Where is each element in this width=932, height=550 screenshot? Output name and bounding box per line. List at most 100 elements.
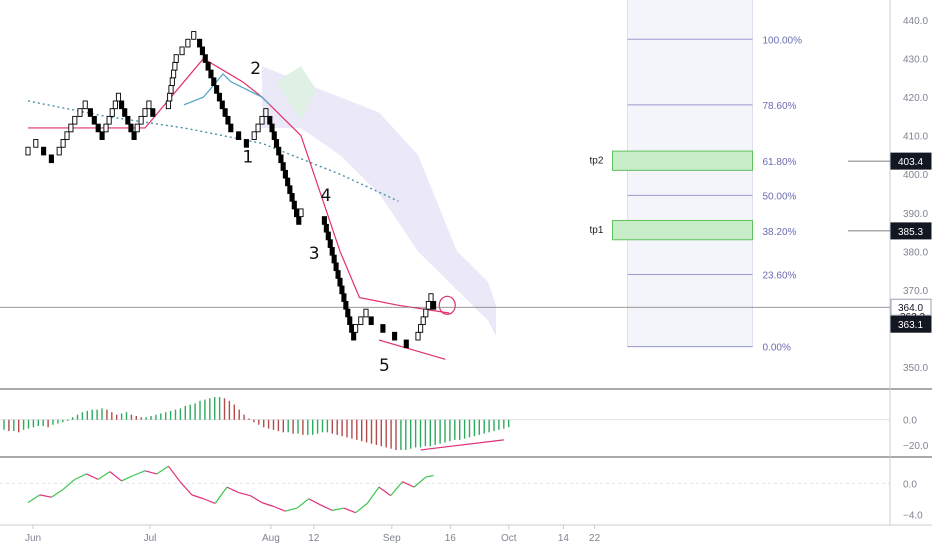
renko-brick-down [222, 108, 228, 117]
price-tick-label: 410.0 [903, 132, 928, 143]
renko-brick-down [87, 108, 93, 117]
cloud-bullish-segment [276, 66, 316, 121]
renko-brick-up [171, 69, 177, 79]
time-tick-label: Aug [262, 533, 280, 544]
renko-brick-down [392, 331, 398, 341]
fib-level-label: 100.00% [763, 35, 803, 46]
renko-brick-down [216, 92, 223, 102]
renko-brick-up [25, 146, 31, 156]
renko-brick-down [119, 100, 125, 110]
renko-brick-up [146, 100, 152, 110]
base-line [183, 73, 271, 106]
renko-brick-down [339, 285, 345, 295]
fib-level-label: 0.00% [763, 343, 791, 354]
renko-brick-down [214, 85, 220, 94]
renko-brick-up [420, 316, 426, 326]
price-tick-label: 440.0 [903, 16, 928, 27]
wave-label: 2 [250, 59, 261, 79]
renko-brick-down [331, 254, 337, 264]
renko-brick-down [347, 316, 353, 326]
renko-brick-down [321, 216, 327, 225]
renko-brick-up [363, 308, 369, 318]
fib-background [627, 0, 753, 348]
osc-segment [203, 498, 216, 504]
osc-segment [308, 498, 321, 506]
osc-segment [296, 498, 310, 509]
renko-brick-down [225, 115, 231, 125]
osc-segment [273, 505, 286, 512]
renko-brick-down [280, 162, 286, 171]
renko-brick-down [271, 131, 277, 140]
osc-segment [226, 486, 239, 494]
renko-brick-up [138, 115, 144, 125]
renko-brick-down [48, 154, 54, 164]
price-tag-box [890, 315, 932, 333]
price-tick-label: 390.0 [903, 209, 928, 220]
renko-brick-up [358, 316, 364, 326]
price-tick-label: 430.0 [903, 55, 928, 66]
renko-brick-down [289, 193, 295, 202]
hist-divergence-line [420, 439, 504, 451]
price-tick-label: 370.0 [903, 286, 928, 297]
osc-segment [238, 491, 251, 497]
renko-brick-down [122, 108, 128, 117]
wave-label: 1 [243, 148, 254, 168]
fib-level-label: 61.80% [763, 157, 797, 168]
renko-brick-down [269, 123, 275, 133]
renko-brick-up [169, 77, 175, 86]
renko-brick-down [99, 131, 105, 140]
fib-level-label: 50.00% [763, 191, 797, 202]
time-tick-label: Jun [25, 533, 41, 544]
fib-level-label: 23.60% [763, 270, 797, 281]
price-tick-label: 400.0 [903, 170, 928, 181]
price-tag: 385.3 [898, 227, 923, 238]
time-tick-label: 12 [308, 533, 320, 544]
renko-brick-up [33, 139, 39, 148]
renko-brick-down [199, 46, 205, 56]
renko-brick-down [285, 177, 291, 187]
time-tick-label: 14 [558, 533, 570, 544]
osc-segment [97, 471, 111, 480]
renko-brick-down [267, 115, 273, 125]
osc-tick-label: 0.0 [903, 479, 917, 490]
renko-brick-up [112, 100, 118, 110]
osc-segment [144, 470, 157, 475]
renko-brick-down [431, 301, 437, 310]
target-label: tp1 [590, 225, 604, 236]
price-tag-box [890, 298, 932, 316]
renko-brick-up [173, 54, 179, 63]
renko-brick-up [251, 131, 257, 140]
renko-brick-down [329, 247, 335, 256]
renko-brick-down [278, 154, 284, 164]
renko-brick-up [263, 108, 269, 117]
renko-brick-down [333, 262, 339, 272]
price-tick-label: 420.0 [903, 93, 928, 104]
osc-segment [390, 481, 403, 497]
osc-tick-label: −4.0 [903, 510, 923, 521]
osc-segment [366, 486, 380, 504]
target-zone [612, 219, 753, 241]
osc-segment [156, 465, 169, 475]
osc-segment [191, 494, 204, 500]
time-tick-label: Jul [144, 533, 157, 544]
renko-brick-down [205, 61, 211, 71]
renko-brick-down [343, 301, 349, 310]
renko-brick-down [150, 108, 156, 117]
renko-brick-down [208, 69, 214, 79]
sma-line [27, 100, 399, 202]
renko-brick-up [134, 123, 140, 133]
renko-brick-up [72, 115, 78, 125]
renko-brick-up [425, 301, 431, 310]
osc-segment [74, 473, 87, 480]
renko-brick-up [68, 123, 74, 133]
renko-brick-down [403, 339, 409, 349]
renko-brick-down [243, 139, 249, 148]
renko-brick-down [282, 169, 288, 179]
renko-brick-down [351, 331, 357, 341]
renko-brick-up [185, 38, 191, 48]
price-tick-label: 350.0 [903, 363, 928, 374]
renko-brick-down [91, 115, 97, 125]
renko-brick-down [323, 223, 329, 233]
fib-level-label: 38.20% [763, 227, 797, 238]
